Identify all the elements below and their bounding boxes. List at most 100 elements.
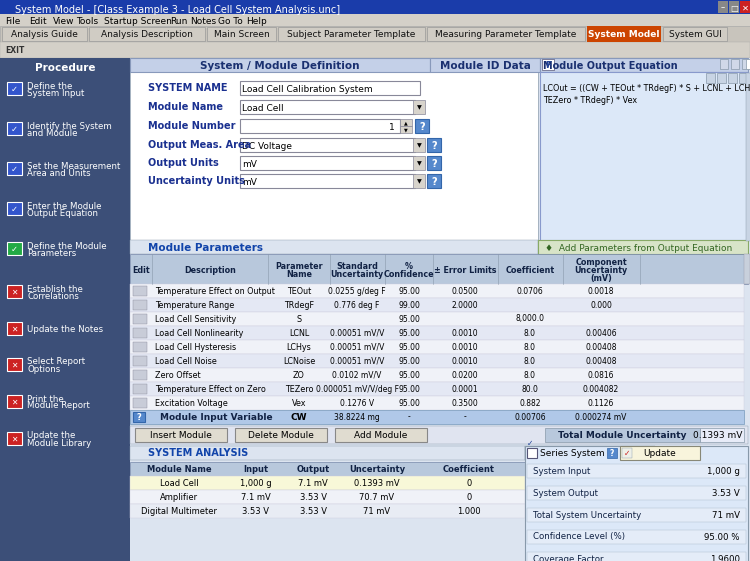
Bar	[527, 486, 746, 500]
Text: Temperature Effect on Zero: Temperature Effect on Zero	[155, 384, 266, 393]
Bar	[400, 126, 412, 133]
Text: –: –	[721, 3, 725, 12]
Text: 71 mV: 71 mV	[364, 507, 391, 516]
Bar	[720, 59, 728, 69]
Text: Update the Notes: Update the Notes	[27, 324, 103, 333]
Bar	[240, 81, 420, 95]
Text: Input: Input	[244, 465, 268, 473]
Bar	[527, 552, 746, 561]
Text: Amplifier: Amplifier	[160, 493, 198, 502]
Text: 8.0: 8.0	[524, 329, 536, 338]
Text: 0.0816: 0.0816	[588, 370, 614, 379]
Text: System GUI: System GUI	[669, 30, 722, 39]
Bar	[130, 58, 430, 72]
Bar	[130, 504, 525, 518]
Text: □: □	[730, 3, 738, 12]
Text: ✕: ✕	[10, 435, 17, 444]
Text: ✓: ✓	[527, 439, 533, 448]
Text: 7.1 mV: 7.1 mV	[298, 479, 328, 488]
Text: 3.53 V: 3.53 V	[242, 507, 269, 516]
Text: Temperature Range: Temperature Range	[155, 301, 234, 310]
Text: 8,000.0: 8,000.0	[515, 315, 544, 324]
Text: %: %	[405, 261, 413, 270]
Text: TEOut: TEOut	[286, 287, 311, 296]
Text: Load Cell Nonlinearity: Load Cell Nonlinearity	[155, 329, 243, 338]
Bar	[731, 59, 739, 69]
Text: 95.00: 95.00	[398, 398, 420, 407]
Text: Set the Measurement: Set the Measurement	[27, 162, 120, 171]
Bar	[400, 119, 412, 126]
Bar	[235, 428, 327, 442]
Text: 95.00: 95.00	[398, 329, 420, 338]
Text: 0.0010: 0.0010	[452, 329, 478, 338]
Text: Update: Update	[644, 448, 676, 458]
Bar	[620, 446, 700, 460]
Bar	[130, 426, 748, 444]
Text: Output Units: Output Units	[148, 158, 219, 168]
Bar	[130, 476, 525, 490]
Text: Module ID Data: Module ID Data	[440, 61, 530, 71]
Bar	[135, 428, 227, 442]
Text: Module Number: Module Number	[148, 121, 236, 131]
Text: 95.00: 95.00	[398, 287, 420, 296]
Text: ?: ?	[419, 122, 424, 132]
Text: EXIT: EXIT	[5, 45, 24, 54]
Text: ✕: ✕	[10, 287, 17, 297]
Text: Parameters: Parameters	[27, 249, 76, 257]
Text: Options: Options	[27, 365, 60, 374]
Text: 3.53 V: 3.53 V	[299, 493, 326, 502]
Text: 1,000 g: 1,000 g	[707, 467, 740, 476]
Text: Subject Parameter Template: Subject Parameter Template	[287, 30, 416, 39]
Text: ?: ?	[431, 177, 436, 187]
Text: 0.00706: 0.00706	[514, 412, 546, 421]
Text: Define the: Define the	[27, 81, 72, 90]
Text: Coefficient: Coefficient	[443, 465, 495, 473]
Text: 0.004082: 0.004082	[583, 384, 620, 393]
Bar	[130, 446, 525, 460]
Text: 80.0: 80.0	[521, 384, 538, 393]
Text: ✕: ✕	[10, 398, 17, 407]
Bar	[130, 326, 744, 340]
Bar	[133, 412, 145, 422]
Bar	[0, 42, 750, 58]
Text: ✓: ✓	[10, 245, 17, 254]
Text: Select Report: Select Report	[27, 357, 85, 366]
Bar	[130, 368, 744, 382]
Bar	[427, 156, 441, 170]
Text: Edit: Edit	[28, 16, 46, 25]
Text: Uncertainty Units: Uncertainty Units	[148, 176, 244, 186]
Bar	[525, 446, 748, 561]
Bar	[427, 174, 441, 188]
Text: 0.00051 mV/V: 0.00051 mV/V	[330, 356, 384, 366]
Bar	[413, 156, 425, 170]
Bar	[527, 508, 746, 522]
Text: 0.1276 V: 0.1276 V	[340, 398, 374, 407]
Text: ▼: ▼	[417, 180, 422, 185]
Bar	[133, 314, 147, 324]
Bar	[586, 26, 662, 42]
Text: Notes: Notes	[190, 16, 216, 25]
Text: Description: Description	[184, 265, 236, 274]
Text: 0.776 deg F: 0.776 deg F	[334, 301, 380, 310]
Bar	[7, 242, 22, 255]
Text: Zero Offset: Zero Offset	[155, 370, 201, 379]
Text: Go To: Go To	[217, 16, 242, 25]
Text: 0.0706: 0.0706	[517, 287, 543, 296]
Text: 38.8224 mg: 38.8224 mg	[334, 412, 380, 421]
Bar	[240, 138, 415, 152]
Bar	[130, 410, 744, 424]
Text: 70.7 mV: 70.7 mV	[359, 493, 394, 502]
Text: 0.1126: 0.1126	[588, 398, 614, 407]
Text: Series System: Series System	[540, 448, 604, 458]
Bar	[545, 428, 700, 442]
Bar	[278, 27, 425, 41]
Text: -: -	[464, 412, 466, 421]
Bar	[207, 27, 276, 41]
Bar	[7, 395, 22, 408]
Bar	[746, 59, 750, 69]
Text: ?: ?	[431, 159, 436, 169]
Text: and Module: and Module	[27, 128, 77, 137]
Bar	[133, 286, 147, 296]
Bar	[335, 428, 427, 442]
Text: 95.00: 95.00	[398, 315, 420, 324]
